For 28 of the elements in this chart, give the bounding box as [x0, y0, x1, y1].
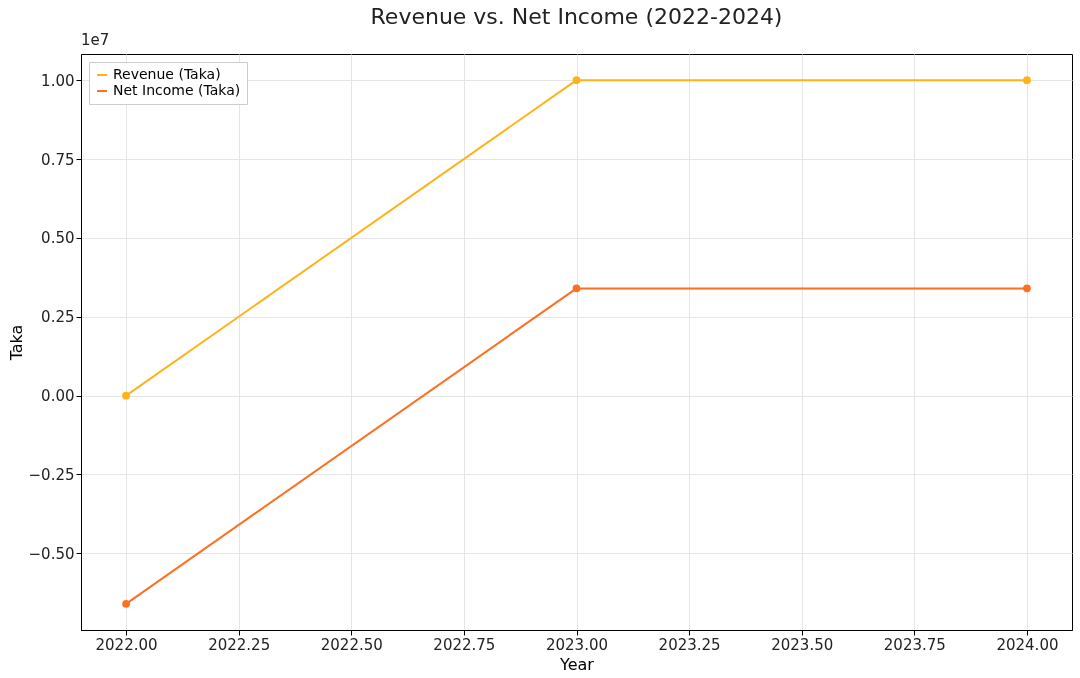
chart-title: Revenue vs. Net Income (2022-2024) — [370, 4, 783, 29]
x-tick-label: 2023.50 — [771, 635, 834, 654]
y-tick-label: 1.00 — [41, 71, 75, 90]
legend-label: Net Income (Taka) — [113, 82, 241, 98]
x-tick-label: 2023.25 — [658, 635, 721, 654]
x-tick-label: 2022.00 — [95, 635, 158, 654]
text: 1e7 — [81, 31, 110, 49]
point — [1023, 284, 1031, 293]
y-tick-label: 0.00 — [41, 387, 75, 406]
point — [572, 284, 581, 293]
x-tick-label: 2023.75 — [883, 635, 946, 654]
y-tick-label: 0.50 — [41, 229, 75, 248]
y-tick-label: 0.75 — [41, 150, 75, 169]
y-tick-label: 0.25 — [41, 308, 75, 327]
y-tick-label: −0.50 — [28, 544, 75, 563]
point — [122, 391, 130, 400]
x-tick-label: 2023.00 — [545, 635, 609, 654]
x-tick-label: 2022.25 — [208, 635, 271, 654]
x-tick-label: 2024.00 — [996, 635, 1059, 654]
point — [572, 76, 581, 85]
y-tick-label: −0.25 — [28, 465, 75, 484]
x-tick-label: 2022.50 — [320, 635, 383, 654]
x-tick-label: 2022.75 — [433, 635, 496, 654]
point — [122, 599, 130, 608]
legend-label: Revenue (Taka) — [113, 66, 221, 82]
x-axis-title: Year — [559, 654, 595, 674]
y-axis-title: Taka — [6, 324, 26, 362]
point — [1023, 76, 1031, 85]
